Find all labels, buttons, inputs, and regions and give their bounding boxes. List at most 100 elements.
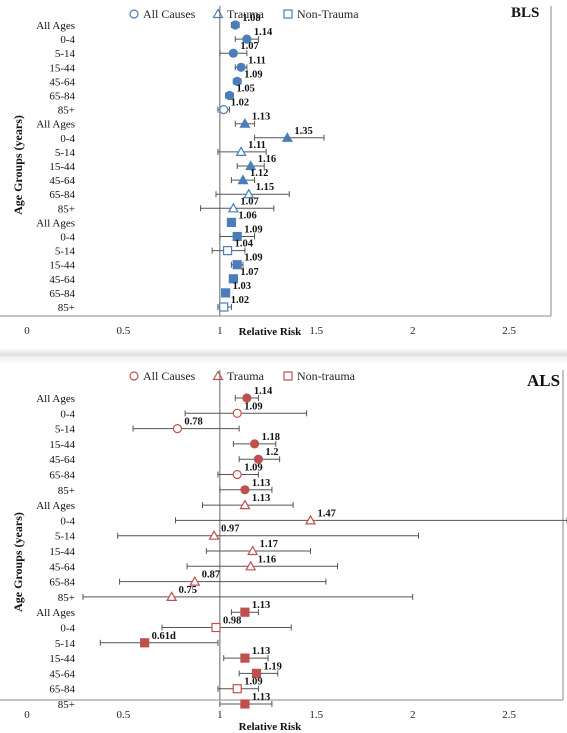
x-tick-label: 1.5 [309,709,323,721]
data-point-circle [219,104,229,115]
als-legend-item: Non-trauma [283,369,356,383]
data-point-circle [224,90,235,101]
panel-separator [0,348,567,364]
series-square: All Ages 1.06 0-4 1.09 5-14 1.04 15-44 1.09 45-6… [36,210,262,314]
data-label: 1.13 [252,646,270,657]
data-point-circle [232,469,242,480]
y-tick-label-45-64: 45-64 [49,274,75,286]
y-tick-label-65-84: 65-84 [49,577,75,589]
data-label: 1.06 [238,210,256,221]
y-tick-label-45-64: 45-64 [49,668,75,680]
data-point-triangle [247,545,259,556]
data-label: 1.09 [244,253,262,264]
data-label: 1.04 [235,239,254,250]
data-point-triangle [239,117,251,128]
data-label: 1.07 [240,41,258,52]
bls-legend-item: All Causes [129,7,196,21]
series-circle: All Ages 1.14 0-4 1.09 5-14 0.78 15-44 1.18 45-6… [36,386,308,497]
y-tick-label-85: 85+ [58,699,75,711]
data-point-square [211,622,221,633]
data-label: 1.13 [252,478,270,489]
y-tick-label-85: 85+ [58,203,75,215]
data-point-square [222,246,233,256]
data-point-square [232,260,242,270]
y-tick-label-all-ages: All Ages [36,393,75,405]
data-point-circle [249,439,260,449]
data-point-triangle [281,132,293,142]
x-axis-label: Relative Risk [239,721,303,733]
data-point-triangle [237,174,249,185]
data-point-circle [172,423,183,434]
data-point-square [251,668,262,678]
circle-legend-icon [129,371,139,381]
data-label: 1.09 [244,463,262,474]
data-point-square [240,653,250,663]
data-label: 1.03 [233,281,251,292]
data-point-circle [240,485,250,495]
data-point-circle [236,62,246,72]
data-point-triangle [245,560,257,571]
data-label: 1.08 [242,13,260,24]
data-label: 1.07 [240,267,258,278]
data-point-square [219,302,229,312]
y-tick-label-85: 85+ [58,105,75,117]
y-tick-label-15-44: 15-44 [49,161,75,173]
data-point-square [232,231,242,242]
data-label: 1.16 [258,554,276,565]
y-tick-label-65-84: 65-84 [49,684,75,696]
y-tick-label-all-ages: All Ages [36,20,75,32]
data-label: 0.87 [202,570,220,581]
series-triangle: All Ages 1.13 0-4 1.47 5-14 0.97 15-44 1.17 45-6… [36,493,567,604]
y-tick-label-45-64: 45-64 [49,175,75,187]
data-label: 0.75 [179,585,197,596]
data-point-square [226,217,237,227]
y-tick-label-all-ages: All Ages [36,500,75,512]
y-tick-label-45-64: 45-64 [49,454,75,466]
y-tick-label-15-44: 15-44 [49,546,75,558]
data-label: 1.11 [248,140,266,151]
y-tick-label-0-4: 0-4 [60,34,75,46]
data-label: 0.61d [152,631,176,642]
legend-label: All Causes [143,7,196,21]
x-tick-label: 2 [410,325,416,337]
x-tick-label: 0.5 [117,325,131,337]
chart-title: ALS [527,371,560,390]
x-tick-label: 2.5 [502,709,516,721]
data-label: 1.35 [294,126,312,137]
als-legend: All Causes Trauma Non-trauma [129,369,356,383]
y-tick-label-15-44: 15-44 [49,653,75,665]
data-point-triangle [245,160,257,171]
x-tick-label: 0.5 [117,709,131,721]
y-tick-label-45-64: 45-64 [49,561,75,573]
data-point-circle [232,76,242,87]
data-label: 1.47 [318,508,336,519]
y-tick-label-15-44: 15-44 [49,260,75,272]
series-square: All Ages 1.13 0-4 0.98 5-14 0.61d 15-44 1.13 45-… [36,600,292,711]
triangle-legend-icon [212,8,224,19]
data-point-circle [228,48,238,58]
y-tick-label-0-4: 0-4 [60,133,75,145]
data-label: 1.19 [264,661,282,672]
y-tick-label-65-84: 65-84 [49,189,75,201]
data-label: 1.2 [265,447,278,458]
y-tick-label-65-84: 65-84 [49,91,75,103]
y-tick-label-15-44: 15-44 [49,439,75,451]
y-tick-label-65-84: 65-84 [49,470,75,482]
data-label: 1.13 [252,493,270,504]
y-tick-label-all-ages: All Ages [36,119,75,131]
data-label: 1.15 [256,182,274,193]
legend-label: Trauma [227,7,265,21]
data-label: 1.11 [248,55,266,66]
series-triangle: All Ages 1.13 0-4 1.35 5-14 1.11 15-44 1.16 45-6… [36,112,325,215]
bls-forest-plot: All Causes Trauma Non-Trauma BLS 0 0.5 1 1.5 2 2.… [0,5,552,338]
x-tick-label: 2 [410,709,416,721]
circle-legend-icon [129,9,139,19]
data-label: 0.97 [221,524,239,535]
square-legend-icon [283,9,293,19]
data-label: 1.14 [254,27,273,38]
data-point-square [228,274,238,284]
data-label: 1.17 [260,539,278,550]
data-label: 1.09 [244,69,262,80]
y-tick-label-65-84: 65-84 [49,288,75,300]
data-point-square [221,288,231,298]
